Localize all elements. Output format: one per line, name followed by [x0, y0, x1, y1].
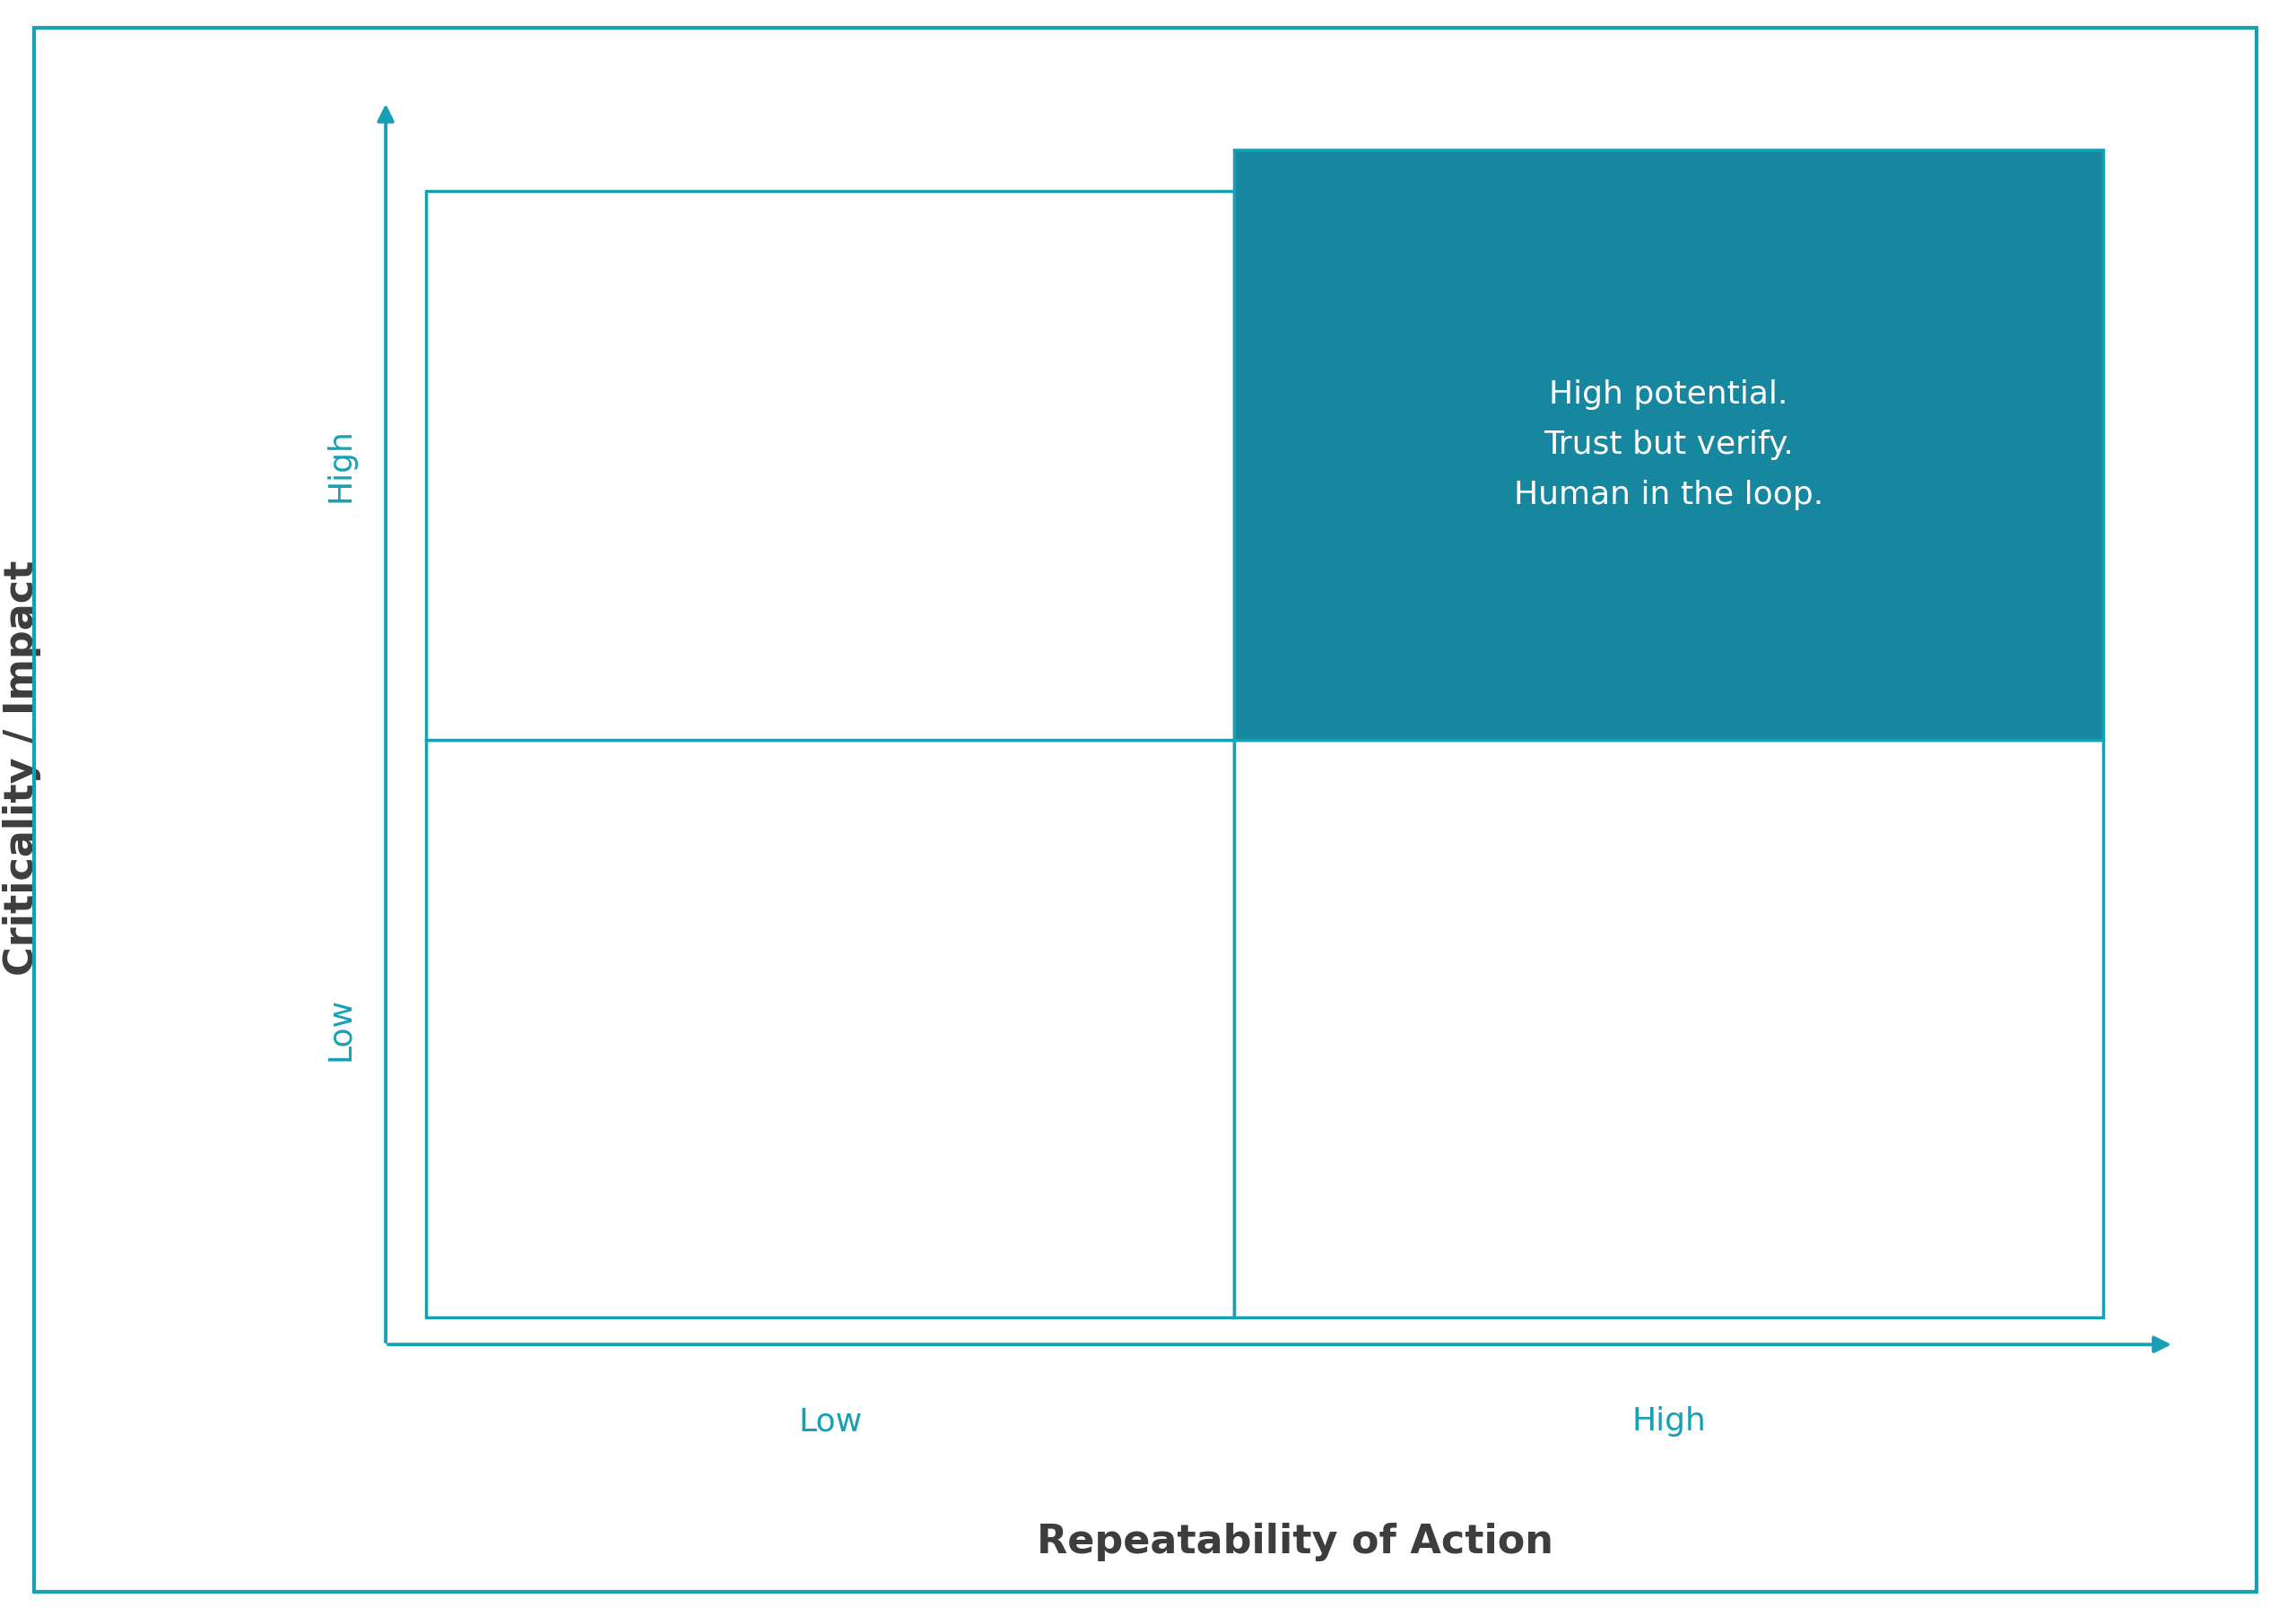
Bar — [427, 191, 1235, 740]
Text: Low: Low — [799, 1406, 861, 1437]
Text: Low: Low — [326, 997, 356, 1060]
Text: Criticality / Impact: Criticality / Impact — [2, 559, 41, 976]
Text: Repeatability of Action: Repeatability of Action — [1038, 1522, 1552, 1561]
Text: High potential.
Trust but verify.
Human in the loop.: High potential. Trust but verify. Human … — [1513, 380, 1823, 511]
Text: High: High — [1632, 1406, 1706, 1437]
Text: High: High — [326, 428, 356, 503]
Bar — [1235, 149, 2103, 740]
Bar — [1235, 740, 2103, 1317]
Bar — [427, 740, 1235, 1317]
